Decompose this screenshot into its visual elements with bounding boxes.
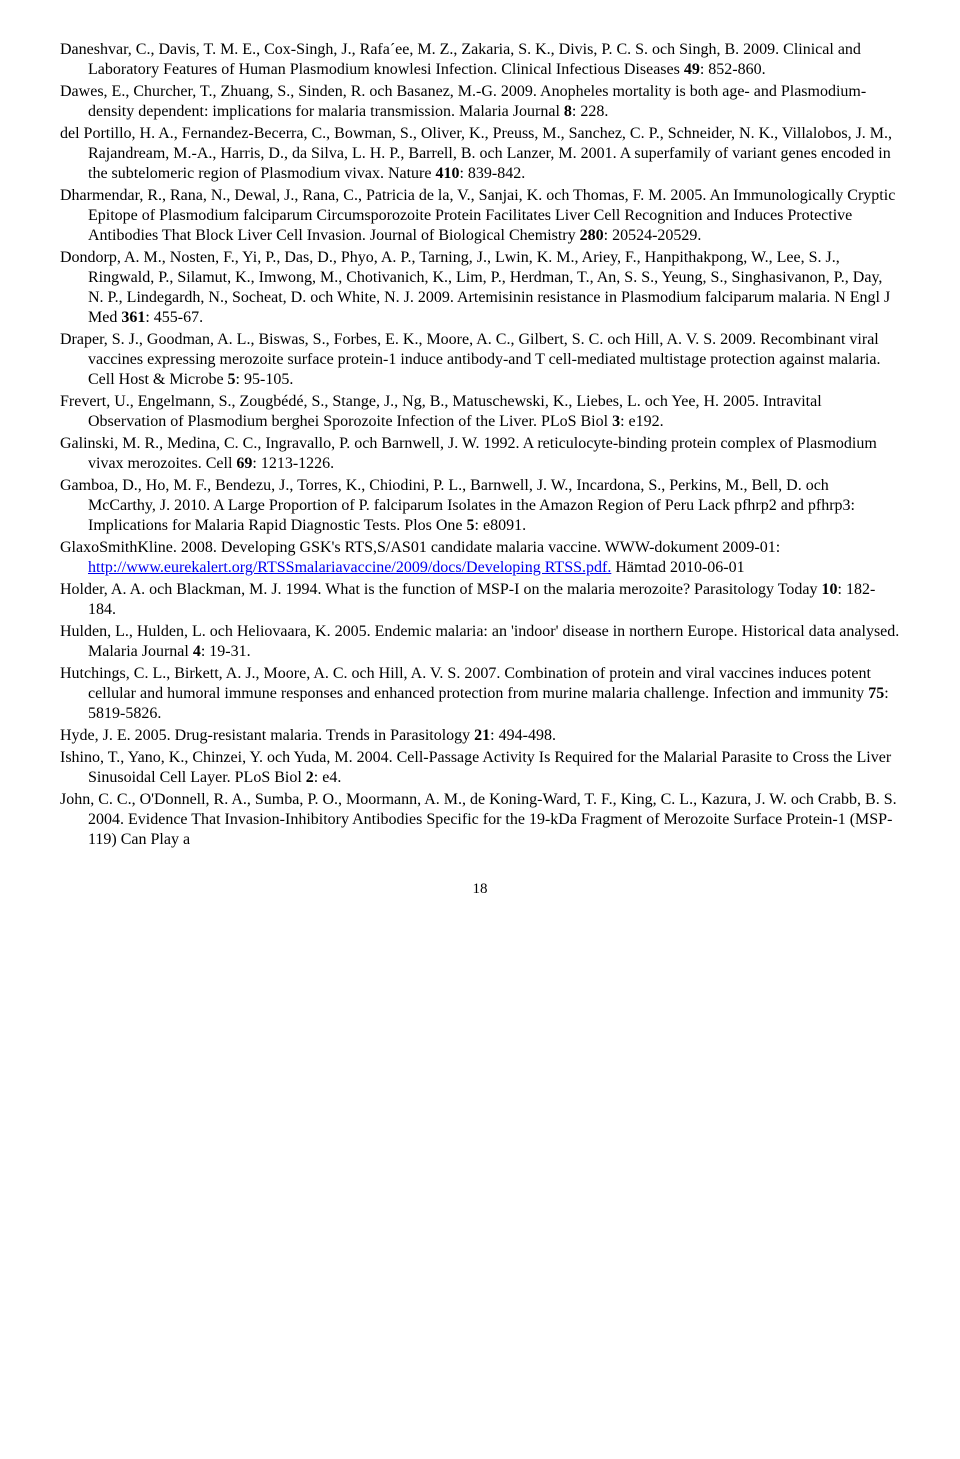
reference-entry: Draper, S. J., Goodman, A. L., Biswas, S… (60, 330, 900, 390)
reference-entry: Ishino, T., Yano, K., Chinzei, Y. och Yu… (60, 748, 900, 788)
reference-entry: del Portillo, H. A., Fernandez-Becerra, … (60, 124, 900, 184)
reference-entry: Dawes, E., Churcher, T., Zhuang, S., Sin… (60, 82, 900, 122)
reference-entry: Galinski, M. R., Medina, C. C., Ingraval… (60, 434, 900, 474)
reference-entry: John, C. C., O'Donnell, R. A., Sumba, P.… (60, 790, 900, 850)
reference-entry: Holder, A. A. och Blackman, M. J. 1994. … (60, 580, 900, 620)
reference-entry: GlaxoSmithKline. 2008. Developing GSK's … (60, 538, 900, 578)
reference-entry: Hulden, L., Hulden, L. och Heliovaara, K… (60, 622, 900, 662)
reference-entry: Gamboa, D., Ho, M. F., Bendezu, J., Torr… (60, 476, 900, 536)
reference-entry: Hyde, J. E. 2005. Drug-resistant malaria… (60, 726, 900, 746)
reference-entry: Dharmendar, R., Rana, N., Dewal, J., Ran… (60, 186, 900, 246)
reference-list: Daneshvar, C., Davis, T. M. E., Cox-Sing… (60, 40, 900, 850)
page-number: 18 (60, 880, 900, 899)
reference-entry: Hutchings, C. L., Birkett, A. J., Moore,… (60, 664, 900, 724)
reference-entry: Daneshvar, C., Davis, T. M. E., Cox-Sing… (60, 40, 900, 80)
reference-entry: Frevert, U., Engelmann, S., Zougbédé, S.… (60, 392, 900, 432)
reference-entry: Dondorp, A. M., Nosten, F., Yi, P., Das,… (60, 248, 900, 328)
